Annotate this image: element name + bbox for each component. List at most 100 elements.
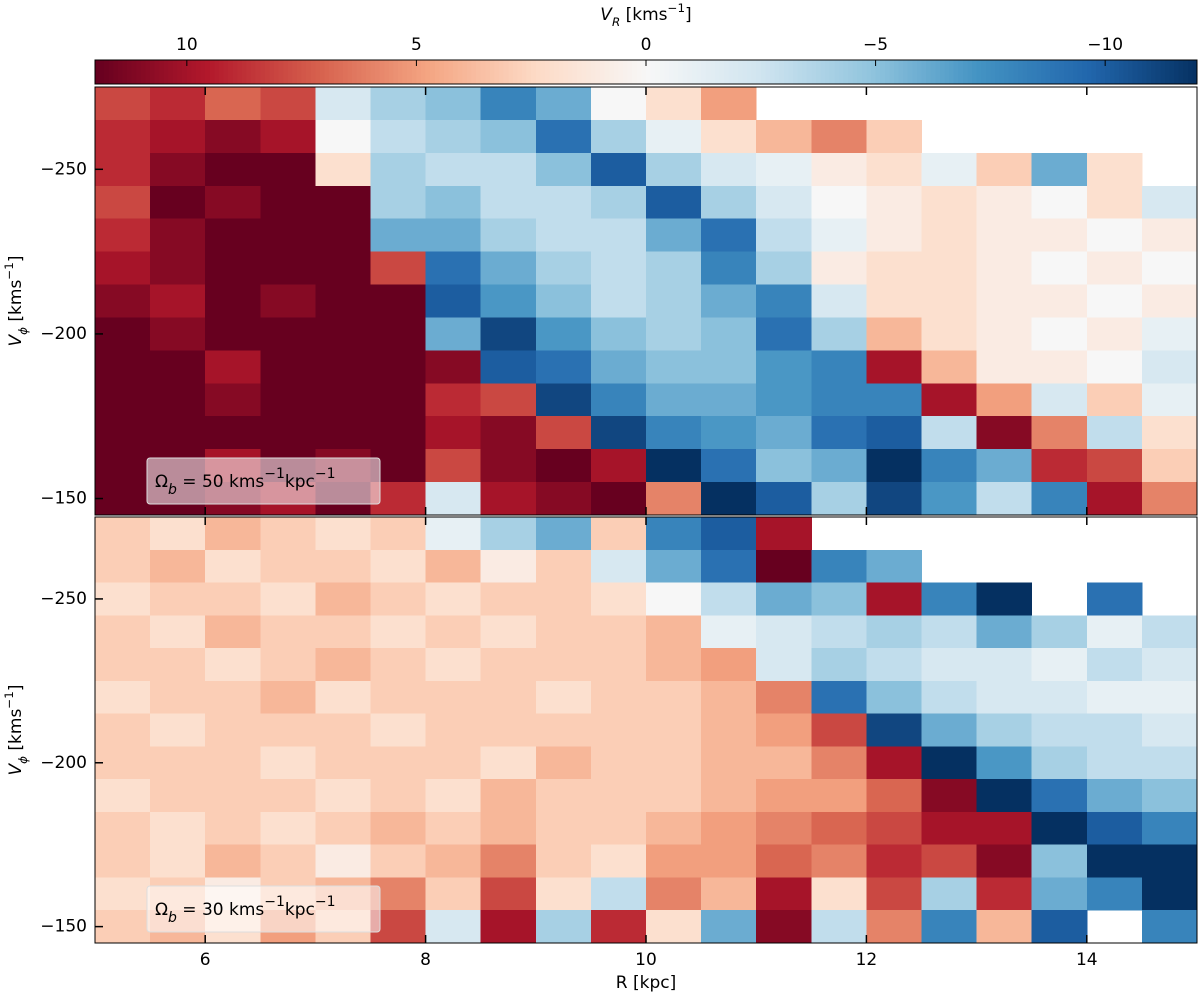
heatmap-cell [95, 680, 151, 715]
colorbar-strip [264, 60, 271, 84]
heatmap-cell [646, 877, 702, 911]
heatmap-cell [646, 713, 702, 747]
heatmap-cell [646, 218, 702, 253]
heatmap-cell [976, 416, 1033, 450]
heatmap-cell [756, 317, 812, 351]
heatmap-cell [535, 350, 592, 384]
heatmap-cell [866, 152, 922, 187]
heatmap-cell [1031, 449, 1088, 483]
heatmap-cell [260, 87, 316, 121]
heatmap-cell [701, 713, 757, 747]
annotation-box [146, 885, 381, 933]
colorbar-strip [990, 60, 996, 84]
heatmap-cell [756, 779, 812, 813]
y-tick-label: −200 [40, 753, 87, 773]
heatmap-cell [756, 284, 812, 318]
colorbar-strip [898, 60, 904, 84]
heatmap-cell [480, 449, 537, 483]
heatmap-cell [150, 680, 206, 715]
heatmap-cell [1086, 615, 1143, 649]
heatmap-cell [921, 844, 978, 878]
heatmap-cell [370, 844, 427, 878]
heatmap-cell [260, 713, 316, 747]
heatmap-cell [205, 185, 261, 220]
colorbar-strip [893, 60, 900, 84]
heatmap-cell [1031, 680, 1088, 715]
heatmap-cell [315, 615, 371, 649]
heatmap-cell [315, 416, 371, 450]
colorbar-strip [889, 60, 895, 84]
colorbar-strip [485, 60, 491, 84]
colorbar-strip [1027, 60, 1033, 84]
heatmap-cell [811, 416, 867, 450]
colorbar-strip [439, 60, 445, 84]
heatmap-cell [866, 877, 922, 911]
heatmap-cell [590, 251, 647, 286]
heatmap-cell [480, 877, 537, 911]
heatmap-cell [646, 284, 702, 318]
heatmap-cell [701, 317, 757, 351]
colorbar-strip [301, 60, 307, 84]
heatmap-cell [646, 746, 702, 780]
heatmap-cell [921, 317, 978, 351]
heatmap-cell [315, 648, 371, 682]
colorbar-strip [659, 60, 665, 84]
colorbar-strip [586, 60, 592, 84]
colorbar-strip [852, 60, 858, 84]
heatmap-cell [756, 877, 812, 911]
heatmap-cell [1086, 648, 1143, 682]
heatmap-cell [315, 517, 371, 551]
colorbar-strip [930, 60, 936, 84]
heatmap-cell [756, 615, 812, 649]
colorbar-strip [1155, 60, 1161, 84]
colorbar-strip [402, 60, 408, 84]
heatmap-cell [425, 152, 482, 187]
heatmap-cell [260, 582, 316, 616]
colorbar-strip [1183, 60, 1189, 84]
colorbar-strip [411, 60, 418, 84]
heatmap-cell [756, 746, 812, 780]
y-axis-label: Vϕ [kms−1] [2, 256, 30, 347]
colorbar-strip [255, 60, 261, 84]
colorbar-strip [159, 60, 165, 84]
heatmap-cell [701, 119, 757, 154]
heatmap-cell [260, 615, 316, 649]
heatmap-cell [1141, 811, 1198, 846]
colorbar-strip [623, 60, 629, 84]
heatmap-cell [480, 517, 537, 551]
heatmap-cell [205, 680, 261, 715]
heatmap-cell [590, 582, 647, 616]
colorbar-strip [797, 60, 803, 84]
colorbar-strip [632, 60, 638, 84]
heatmap-cell [756, 416, 812, 450]
heatmap-cell [260, 251, 316, 286]
heatmap-cell [646, 910, 702, 944]
colorbar-strip [916, 60, 923, 84]
heatmap-cell [811, 877, 867, 911]
heatmap-cell [1031, 713, 1088, 747]
colorbar-strip [627, 60, 633, 84]
heatmap-cell [535, 317, 592, 351]
colorbar-strip [338, 60, 344, 84]
colorbar-strip [976, 60, 982, 84]
heatmap-cell [260, 119, 316, 154]
heatmap-cell [1086, 152, 1143, 187]
colorbar-strip [1086, 60, 1092, 84]
colorbar-strip [182, 60, 188, 84]
colorbar-strip [526, 60, 532, 84]
colorbar-strip [1141, 60, 1148, 84]
colorbar-strip [1169, 60, 1175, 84]
colorbar-strip [131, 60, 137, 84]
heatmap-cell [150, 615, 206, 649]
heatmap-cell [425, 251, 482, 286]
colorbar-strip [870, 60, 877, 84]
heatmap-cell [370, 517, 427, 551]
heatmap-cell [535, 680, 592, 715]
heatmap-cell [95, 713, 151, 747]
heatmap-cell [646, 482, 702, 516]
colorbar-strip [1187, 60, 1194, 84]
heatmap-cell [95, 251, 151, 286]
y-tick-label: −250 [40, 159, 87, 179]
colorbar-strip [283, 60, 289, 84]
heatmap-cell [370, 251, 427, 286]
